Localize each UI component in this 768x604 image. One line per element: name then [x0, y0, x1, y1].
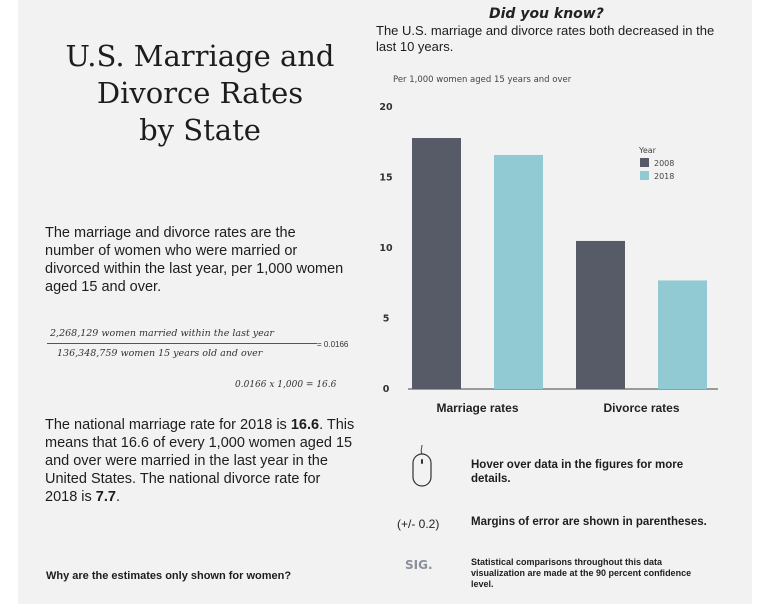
why-women-link[interactable]: Why are the estimates only shown for wom…	[46, 570, 292, 582]
bar-2018-0[interactable]	[494, 154, 543, 389]
infographic-panel	[18, 0, 752, 604]
y-tick-label: 10	[379, 243, 393, 254]
sig-symbol: SIG.	[405, 558, 433, 572]
legend-label-2008: 2008	[654, 159, 674, 168]
category-label: Marriage rates	[436, 401, 518, 415]
formula-numerator: 2,268,129 women married within the last …	[50, 328, 274, 339]
legend-swatch-2008	[640, 158, 649, 167]
margin-info: Margins of error are shown in parenthese…	[471, 516, 707, 528]
bar-chart[interactable]: 0 5 10 15 20 Marriage rates Divorce rates Year 2…	[370, 95, 730, 420]
did-you-know-heading: Did you know?	[489, 6, 604, 22]
y-tick-label: 5	[383, 314, 390, 325]
mouse-icon	[412, 444, 432, 487]
national-rate-text: The national marriage rate for 2018 is 1…	[45, 416, 355, 506]
legend-label-2018: 2018	[654, 172, 674, 181]
y-tick-label: 15	[379, 173, 392, 184]
intro-text: The marriage and divorce rates are the n…	[45, 225, 344, 295]
bar-2008-1[interactable]	[576, 240, 625, 389]
formula-multiply: 0.0166 x 1,000 = 16.6	[235, 380, 337, 390]
national-text-3: .	[115, 489, 120, 505]
national-text-1: The national marriage rate for 2018 is	[45, 417, 291, 433]
hover-info: Hover over data in the figures for more …	[471, 459, 684, 485]
legend-swatch-2018	[640, 171, 649, 180]
bar-2018-1[interactable]	[658, 280, 707, 389]
margin-symbol: (+/- 0.2)	[397, 517, 440, 531]
bar-2008-0[interactable]	[412, 138, 461, 389]
y-tick-label: 0	[383, 384, 390, 395]
category-label: Divorce rates	[603, 401, 679, 415]
national-marriage-value: 16.6	[290, 417, 320, 433]
page-title: U.S. Marriage and Divorce Rates by State	[65, 39, 335, 147]
national-text-2: . This means that 16.6 of every 1,000 wo…	[45, 417, 355, 505]
formula: 2,268,129 women married within the last …	[45, 322, 375, 402]
national-divorce-value: 7.7	[95, 489, 116, 505]
legend-title: Year	[638, 146, 657, 155]
sig-info: Statistical comparisons throughout this …	[471, 557, 692, 589]
formula-equals: = 0.0166	[317, 340, 349, 349]
did-you-know-text: The U.S. marriage and divorce rates both…	[376, 23, 715, 54]
chart-subtitle: Per 1,000 women aged 15 years and over	[393, 75, 572, 85]
formula-denominator: 136,348,759 women 15 years old and over	[57, 348, 263, 359]
y-tick-label: 20	[379, 102, 393, 113]
fraction-line	[47, 343, 317, 344]
